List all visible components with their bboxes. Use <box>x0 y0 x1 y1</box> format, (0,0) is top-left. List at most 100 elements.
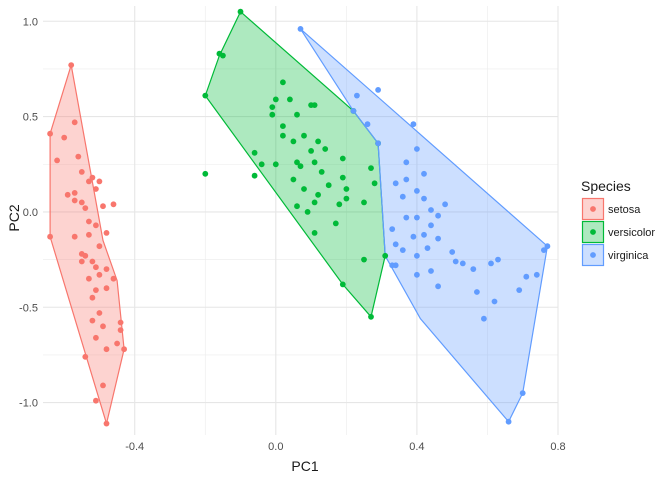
point-virginica <box>533 271 540 278</box>
point-virginica <box>399 247 406 254</box>
legend-label-versicolor: versicolor <box>608 227 655 239</box>
point-setosa <box>110 275 117 282</box>
y-axis-title: PC2 <box>6 204 22 231</box>
point-virginica <box>410 233 417 240</box>
point-setosa <box>78 199 85 206</box>
point-virginica <box>474 289 480 295</box>
point-virginica <box>435 235 441 242</box>
point-virginica <box>523 273 530 280</box>
point-setosa <box>82 252 89 259</box>
point-setosa <box>121 346 127 353</box>
point-setosa <box>71 119 78 126</box>
point-virginica <box>389 262 396 269</box>
x-tick-label: -0.4 <box>125 441 144 453</box>
point-virginica <box>297 26 304 32</box>
point-versicolor <box>272 161 279 168</box>
data-points <box>47 8 551 427</box>
point-versicolor <box>294 111 300 118</box>
point-versicolor <box>315 191 321 198</box>
point-virginica <box>375 140 381 147</box>
point-versicolor <box>280 132 286 139</box>
point-versicolor <box>343 195 350 202</box>
point-versicolor <box>382 252 389 259</box>
hull-virginica <box>299 28 549 423</box>
point-virginica <box>519 390 526 396</box>
legend-label-setosa: setosa <box>608 204 641 216</box>
point-virginica <box>435 212 441 219</box>
y-axis-ticks: -1.0 -0.5 0.0 0.5 1.0 <box>19 16 38 409</box>
point-virginica <box>414 188 420 194</box>
point-setosa <box>93 287 99 293</box>
point-versicolor <box>202 92 209 99</box>
point-setosa <box>71 190 78 196</box>
point-setosa <box>93 397 99 404</box>
point-versicolor <box>368 313 374 320</box>
y-tick-label: -0.5 <box>19 302 38 314</box>
point-virginica <box>541 247 547 254</box>
point-setosa <box>75 153 82 160</box>
point-versicolor <box>290 176 297 183</box>
point-versicolor <box>311 199 318 206</box>
point-versicolor <box>294 159 300 166</box>
point-setosa <box>89 258 96 265</box>
point-setosa <box>96 310 103 316</box>
point-setosa <box>68 62 75 68</box>
point-versicolor <box>304 209 311 215</box>
point-setosa <box>110 201 117 208</box>
point-virginica <box>470 266 477 272</box>
point-virginica <box>389 226 396 233</box>
point-versicolor <box>287 96 293 103</box>
point-setosa <box>96 178 103 185</box>
point-virginica <box>459 260 466 267</box>
point-virginica <box>392 180 399 187</box>
point-versicolor <box>318 169 325 175</box>
point-setosa <box>103 346 110 353</box>
legend-label-virginica: virginica <box>608 250 649 262</box>
point-setosa <box>78 258 85 265</box>
legend-marker-virginica <box>590 252 596 258</box>
point-setosa <box>71 233 78 240</box>
point-versicolor <box>237 8 244 15</box>
point-versicolor <box>361 256 367 263</box>
point-versicolor <box>361 199 367 206</box>
x-tick-label: 0.0 <box>268 441 283 453</box>
point-setosa <box>103 266 110 272</box>
point-versicolor <box>336 201 343 208</box>
y-tick-label: -1.0 <box>19 398 38 410</box>
point-setosa <box>64 191 71 198</box>
point-setosa <box>47 233 53 240</box>
point-setosa <box>114 340 120 347</box>
legend-title: Species <box>581 178 631 194</box>
point-versicolor <box>301 132 307 139</box>
point-setosa <box>100 382 106 389</box>
point-versicolor <box>220 52 226 59</box>
point-setosa <box>89 174 96 181</box>
point-setosa <box>89 294 96 301</box>
point-versicolor <box>301 186 307 192</box>
point-setosa <box>100 203 106 210</box>
y-tick-label: 0.0 <box>23 207 38 219</box>
point-setosa <box>117 319 124 326</box>
point-versicolor <box>280 123 286 129</box>
point-virginica <box>544 243 551 250</box>
point-versicolor <box>339 155 346 162</box>
point-virginica <box>354 92 360 99</box>
point-virginica <box>421 170 427 177</box>
point-virginica <box>403 176 410 183</box>
point-versicolor <box>322 146 329 152</box>
point-setosa <box>71 197 78 204</box>
point-versicolor <box>308 148 314 154</box>
point-virginica <box>414 214 420 221</box>
point-setosa <box>86 218 92 225</box>
point-versicolor <box>272 96 279 103</box>
point-versicolor <box>311 102 318 108</box>
point-versicolor <box>371 180 378 187</box>
point-setosa <box>86 178 92 185</box>
point-virginica <box>375 87 381 93</box>
point-versicolor <box>297 163 304 170</box>
point-versicolor <box>311 230 318 236</box>
point-virginica <box>364 121 371 128</box>
x-tick-label: 0.8 <box>550 441 565 453</box>
point-virginica <box>414 252 420 259</box>
point-setosa <box>117 327 124 333</box>
